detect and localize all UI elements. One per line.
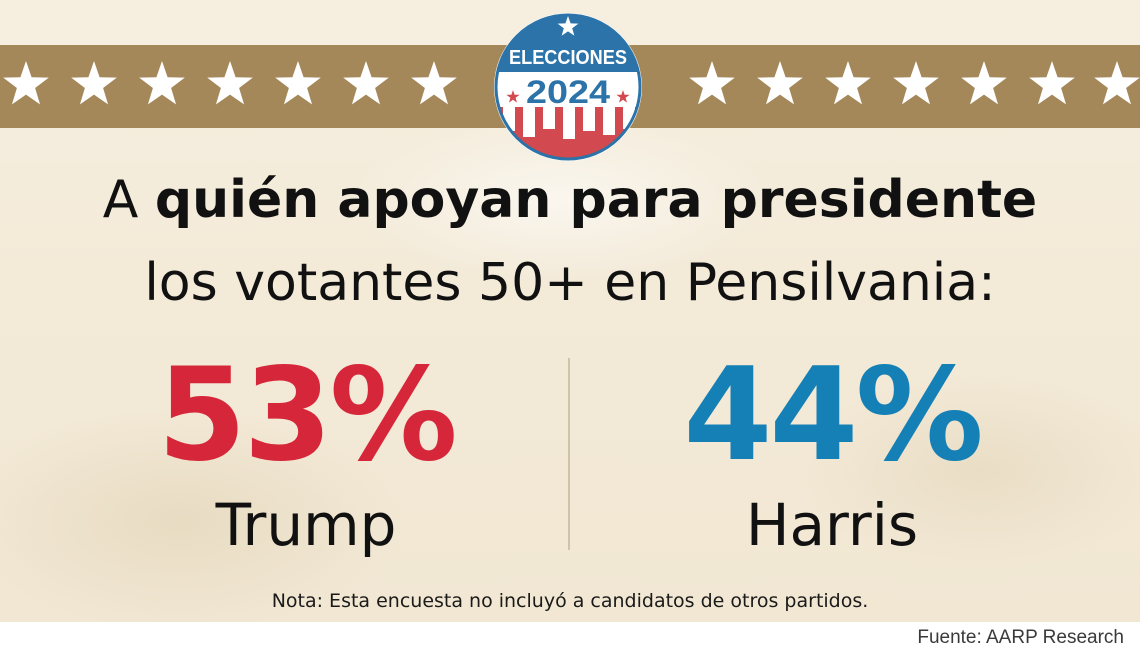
star-icon (893, 61, 939, 105)
badge-year: 2024 (526, 74, 610, 110)
headline-line-1: A quién apoyan para presidente (0, 170, 1140, 230)
result-harris: 44% Harris (612, 350, 1052, 560)
harris-percent: 44% (683, 341, 983, 490)
infographic-card: ELECCIONES 2024 A quién apoyan para pres… (0, 0, 1140, 622)
headline-emphasis: quién apoyan para presidente (154, 170, 1038, 230)
result-trump: 53% Trump (86, 350, 526, 560)
star-icon (3, 61, 49, 105)
star-icon (275, 61, 321, 105)
source-credit: Fuente: AARP Research (917, 627, 1124, 648)
footnote: Nota: Esta encuesta no incluyó a candida… (271, 590, 869, 612)
headline-line-2: los votantes 50+ en Pensilvania: (144, 253, 996, 313)
headline-prefix: A (102, 170, 155, 230)
badge-star-right-icon (616, 90, 630, 103)
elecciones-2024-badge: ELECCIONES 2024 (494, 13, 642, 161)
star-icon (411, 61, 457, 105)
badge-title: ELECCIONES (509, 47, 627, 69)
trump-name: Trump (215, 491, 397, 559)
star-icon (1029, 61, 1075, 105)
star-icon (757, 61, 803, 105)
star-icon (1094, 61, 1140, 105)
star-icon (139, 61, 185, 105)
results-divider (568, 358, 570, 550)
badge-star-left-icon (506, 90, 520, 103)
star-icon (689, 61, 735, 105)
star-icon (71, 61, 117, 105)
trump-percent: 53% (157, 341, 457, 490)
star-icon (825, 61, 871, 105)
star-icon (207, 61, 253, 105)
star-icon (343, 61, 389, 105)
harris-name: Harris (745, 491, 919, 559)
badge-star-icon (557, 16, 579, 36)
star-icon (961, 61, 1007, 105)
